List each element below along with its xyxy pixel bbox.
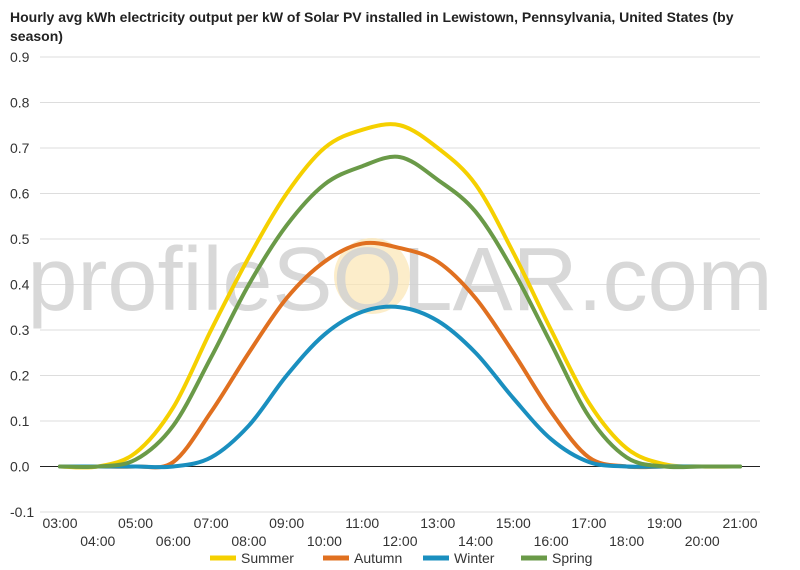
y-tick-label: -0.1 <box>10 504 34 520</box>
chart-title: Hourly avg kWh electricity output per kW… <box>10 9 734 44</box>
series-line-summer <box>58 122 742 470</box>
legend-label-spring: Spring <box>552 550 592 566</box>
y-tick-label: 0.7 <box>10 140 30 156</box>
x-tick-label: 09:00 <box>269 515 304 531</box>
y-tick-label: 0.2 <box>10 368 30 384</box>
x-tick-label: 06:00 <box>156 533 191 549</box>
x-tick-label: 03:00 <box>42 515 77 531</box>
x-tick-label: 13:00 <box>420 515 455 531</box>
x-tick-label: 16:00 <box>534 533 569 549</box>
watermark: profileSOLAR.com <box>27 230 772 330</box>
y-axis: -0.1 0.0 0.1 0.2 0.3 0.4 0.5 0.6 0.7 0.8 0.9 <box>10 49 34 520</box>
legend: Summer Autumn Winter Spring <box>210 550 592 566</box>
x-tick-label: 17:00 <box>571 515 606 531</box>
x-tick-label: 11:00 <box>345 515 379 531</box>
legend-label-autumn: Autumn <box>354 550 402 566</box>
series-line-spring <box>58 154 742 470</box>
x-tick-label: 05:00 <box>118 515 153 531</box>
x-tick-label: 04:00 <box>80 533 115 549</box>
legend-label-summer: Summer <box>241 550 294 566</box>
y-tick-label: 0.0 <box>10 459 30 475</box>
x-tick-label: 19:00 <box>647 515 682 531</box>
watermark-sun-icon <box>334 238 410 314</box>
legend-label-winter: Winter <box>454 550 495 566</box>
x-axis: 03:0004:0005:0006:0007:0008:0009:0010:00… <box>42 515 757 549</box>
series-lines <box>58 122 742 470</box>
y-tick-label: 0.5 <box>10 231 30 247</box>
x-tick-label: 08:00 <box>231 533 266 549</box>
x-tick-label: 21:00 <box>722 515 757 531</box>
y-tick-label: 0.4 <box>10 277 30 293</box>
x-tick-label: 20:00 <box>685 533 720 549</box>
x-tick-label: 15:00 <box>496 515 531 531</box>
x-tick-label: 10:00 <box>307 533 342 549</box>
series-line-winter <box>58 304 742 470</box>
x-tick-label: 12:00 <box>382 533 417 549</box>
y-tick-label: 0.3 <box>10 322 30 338</box>
y-tick-label: 0.1 <box>10 413 30 429</box>
x-tick-label: 07:00 <box>194 515 229 531</box>
y-tick-label: 0.8 <box>10 95 30 111</box>
x-tick-label: 18:00 <box>609 533 644 549</box>
y-tick-label: 0.9 <box>10 49 30 65</box>
y-tick-label: 0.6 <box>10 186 30 202</box>
watermark-text: profileSOLAR.com <box>27 230 772 330</box>
x-tick-label: 14:00 <box>458 533 493 549</box>
